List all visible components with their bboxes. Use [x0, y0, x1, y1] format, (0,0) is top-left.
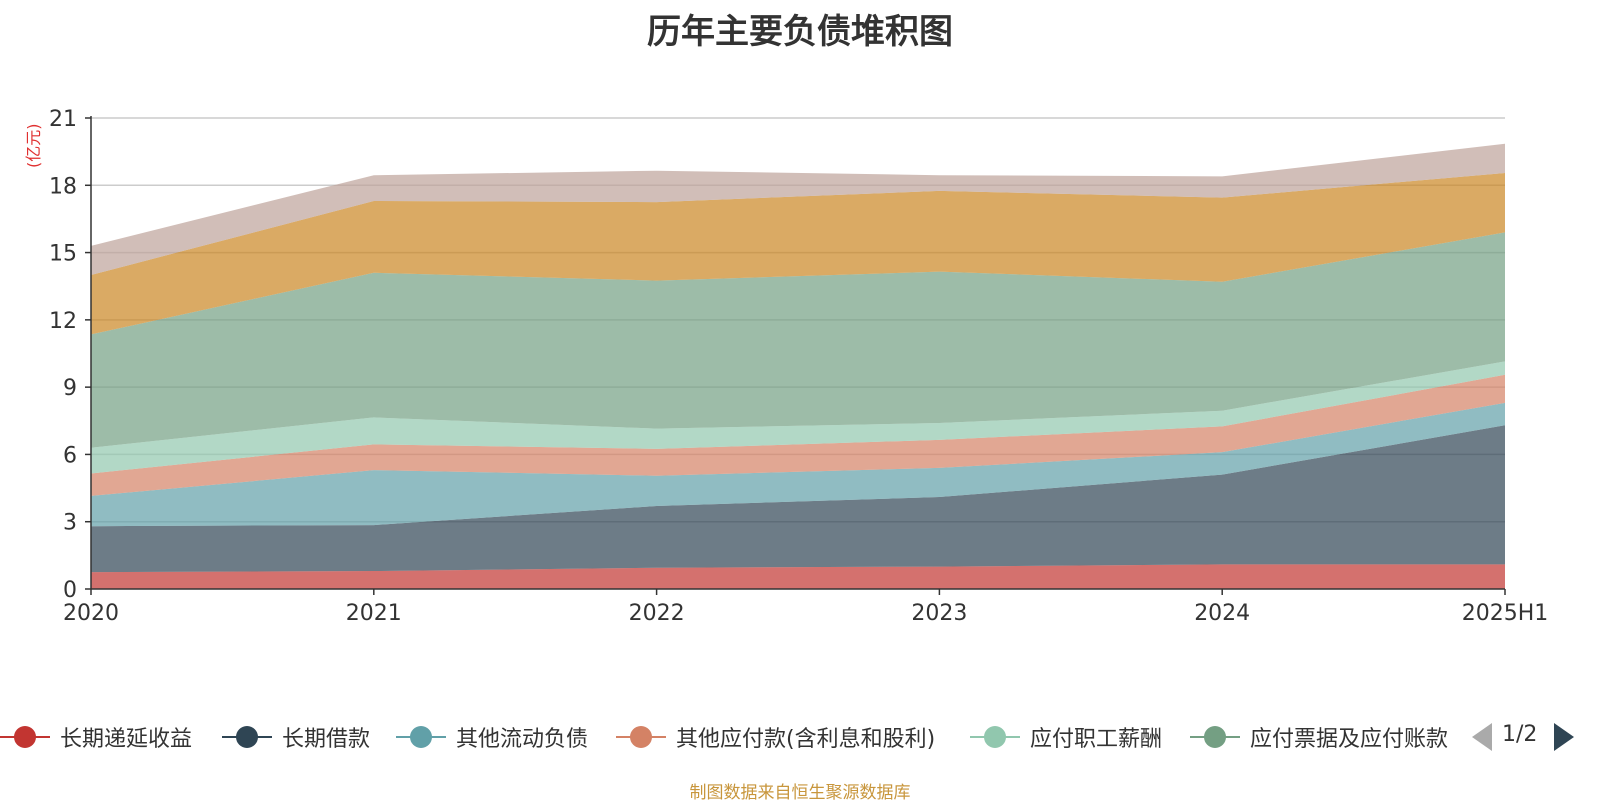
y-tick-label: 15	[49, 242, 77, 267]
legend-items: 长期递延收益 长期借款 其他流动负债 其他应付款(含利息和股利) 应付职工薪酬 应付票据及…	[0, 720, 1480, 754]
y-tick-label: 0	[63, 578, 77, 603]
legend-item[interactable]: 应付职工薪酬	[970, 720, 1162, 754]
area-series-5[interactable]	[91, 361, 1505, 474]
y-tick-label: 21	[49, 107, 77, 132]
area-series-6[interactable]	[91, 232, 1505, 448]
legend-label: 长期递延收益	[60, 727, 193, 752]
legend-item[interactable]: 其他应付款(含利息和股利)	[616, 720, 935, 754]
axes: 0 3 6 9 12 15 18 21 2020 2021 2022 2023 2024 2025H1	[49, 107, 1548, 626]
legend-item[interactable]: 应付票据及应付账款	[1190, 720, 1448, 754]
legend-label: 应付职工薪酬	[1030, 727, 1163, 752]
x-tick-label: 2022	[629, 601, 685, 626]
y-tick-label: 18	[49, 174, 77, 199]
legend-item[interactable]: 长期递延收益	[0, 720, 192, 754]
legend-marker-icon	[222, 720, 272, 754]
legend-page-indicator: 1/2	[1502, 722, 1538, 747]
area-series-3[interactable]	[91, 402, 1505, 527]
legend-prev-page-icon[interactable]	[1472, 723, 1492, 751]
x-tick-label: 2024	[1194, 601, 1250, 626]
y-axis-unit: (亿元)	[24, 123, 43, 169]
x-tick-label: 2023	[911, 601, 967, 626]
legend-marker-icon	[616, 720, 666, 754]
legend-label: 其他流动负债	[456, 727, 589, 752]
area-series-8[interactable]	[91, 143, 1505, 275]
area-series-7[interactable]	[91, 172, 1505, 335]
area-series-4[interactable]	[91, 374, 1505, 496]
legend-marker-icon	[0, 720, 50, 754]
source-note: 制图数据来自恒生聚源数据库	[689, 783, 911, 803]
legend-label: 应付票据及应付账款	[1250, 727, 1449, 752]
x-tick-label: 2020	[63, 601, 119, 626]
legend-marker-icon	[396, 720, 446, 754]
legend-label: 长期借款	[282, 727, 371, 752]
chart-title: 历年主要负债堆积图	[647, 12, 953, 52]
y-tick-label: 9	[63, 376, 77, 401]
area-series-1[interactable]	[91, 564, 1505, 589]
legend-next-page-icon[interactable]	[1554, 723, 1574, 751]
y-tick-label: 12	[49, 309, 77, 334]
legend-item[interactable]: 长期借款	[222, 720, 370, 754]
legend-label: 其他应付款(含利息和股利)	[676, 727, 936, 752]
y-tick-label: 6	[63, 443, 77, 468]
y-tick-label: 3	[63, 511, 77, 536]
area-series-2[interactable]	[91, 425, 1505, 573]
area-series	[91, 143, 1505, 589]
legend-marker-icon	[1190, 720, 1240, 754]
legend-item[interactable]: 其他流动负债	[396, 720, 588, 754]
x-tick-label: 2025H1	[1462, 601, 1549, 626]
x-tick-label: 2021	[346, 601, 402, 626]
legend-marker-icon	[970, 720, 1020, 754]
chart-plot: 0 3 6 9 12 15 18 21 2020 2021 2022 2023 2024 2025H1	[49, 107, 1548, 626]
legend: 长期递延收益 长期借款 其他流动负债 其他应付款(含利息和股利) 应付职工薪酬 应付票据及…	[0, 720, 1600, 754]
